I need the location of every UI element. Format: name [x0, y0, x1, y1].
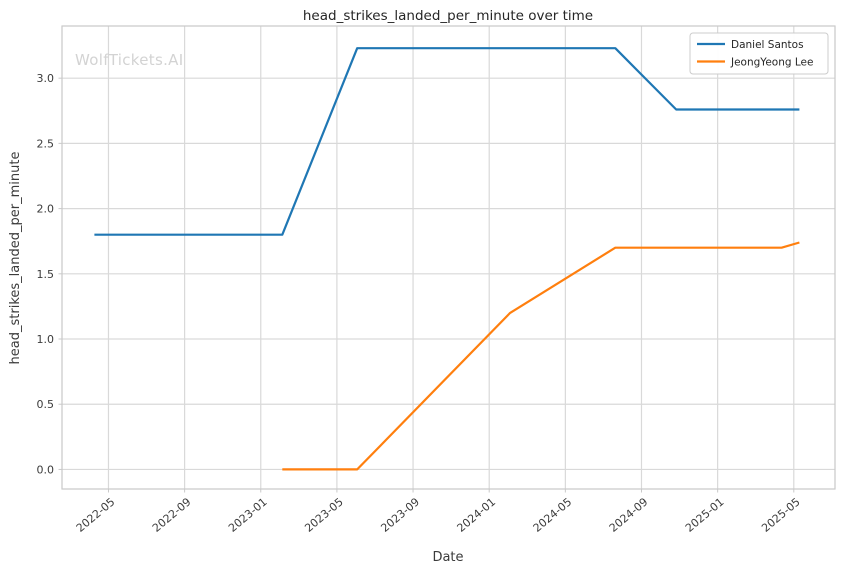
y-tick-label: 0.5 — [37, 398, 55, 411]
y-tick-label: 3.0 — [37, 72, 55, 85]
axis-labels: head_strikes_landed_per_minute over time… — [8, 8, 593, 565]
legend-item: JeongYeong Lee — [697, 56, 813, 68]
y-tick-label: 1.5 — [37, 268, 55, 281]
x-tick-label: 2022-05 — [74, 495, 118, 535]
x-tick-label: 2023-05 — [302, 495, 346, 535]
legend-label: Daniel Santos — [731, 39, 804, 51]
y-tick-label: 2.0 — [37, 203, 55, 216]
y-tick-label: 1.0 — [37, 333, 55, 346]
y-axis-label: head_strikes_landed_per_minute — [8, 152, 23, 365]
legend-item: Daniel Santos — [697, 39, 804, 51]
x-tick-label: 2022-09 — [150, 495, 194, 535]
x-tick-label: 2024-09 — [607, 495, 651, 535]
x-tick-label: 2023-09 — [378, 495, 422, 535]
legend: Daniel Santos JeongYeong Lee — [689, 32, 829, 75]
legend-label: JeongYeong Lee — [730, 56, 813, 68]
watermark-text: WolfTickets.AI — [75, 51, 183, 69]
x-axis-label: Date — [432, 550, 463, 565]
x-tick-label: 2025-05 — [759, 495, 803, 535]
x-tick-label: 2025-01 — [683, 495, 727, 535]
series-line-daniel-santos — [94, 47, 800, 236]
data-series — [94, 47, 800, 471]
x-tick-label: 2023-01 — [226, 495, 270, 535]
chart-title: head_strikes_landed_per_minute over time — [303, 8, 593, 24]
series-line-jeongyeong-lee — [282, 241, 800, 471]
x-tick-label: 2024-05 — [531, 495, 575, 535]
y-tick-label: 0.0 — [37, 463, 55, 476]
x-tick-label: 2024-01 — [455, 495, 499, 535]
plot-border — [61, 25, 836, 490]
plot-area — [62, 26, 835, 489]
y-tick-label: 2.5 — [37, 137, 55, 150]
gridlines — [62, 26, 835, 489]
